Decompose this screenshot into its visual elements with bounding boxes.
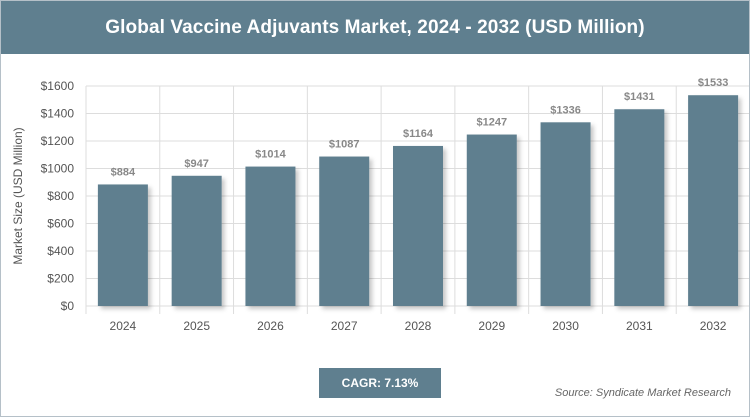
x-tick-label: 2027	[331, 319, 358, 333]
y-axis: $0 $200 $400 $600 $800 $1000 $1200 $1400 $1600	[41, 79, 75, 313]
bar-value-label: $1164	[403, 128, 434, 140]
cagr-badge: CAGR: 7.13%	[319, 368, 441, 398]
x-tick-label: 2026	[257, 319, 284, 333]
bar	[171, 175, 222, 306]
bar-value-label: $1533	[698, 77, 729, 89]
x-axis: 2024 2025 2026 2027 2028 2029 2030 2031 2032	[110, 319, 727, 333]
y-tick-label: $600	[47, 217, 74, 231]
value-labels: $884 $947 $1014 $1087 $1164 $1247 $1336 $1431 $1…	[111, 77, 729, 178]
bar-value-label: $1247	[476, 117, 507, 129]
x-tick-label: 2030	[552, 319, 579, 333]
y-tick-label: $200	[47, 272, 74, 286]
bar	[466, 134, 517, 306]
y-axis-title: Market Size (USD Million)	[11, 127, 25, 264]
y-tick-label: $1600	[41, 79, 75, 93]
x-tick-label: 2028	[405, 319, 432, 333]
bar	[540, 122, 591, 306]
bar	[245, 166, 296, 306]
y-tick-label: $0	[61, 299, 75, 313]
bar	[614, 109, 665, 306]
y-tick-label: $1400	[41, 107, 75, 121]
bar	[393, 145, 443, 306]
title-bar: Global Vaccine Adjuvants Market, 2024 - …	[1, 1, 749, 54]
bar	[688, 95, 739, 307]
x-tick-label: 2031	[626, 319, 653, 333]
bars	[97, 95, 739, 307]
bar-value-label: $1087	[329, 139, 360, 151]
chart-title: Global Vaccine Adjuvants Market, 2024 - …	[105, 16, 645, 38]
bar	[319, 156, 370, 306]
x-tick-label: 2024	[110, 319, 137, 333]
source-note: Source: Syndicate Market Research	[554, 387, 731, 399]
cagr-text: CAGR: 7.13%	[341, 376, 419, 390]
bar-value-label: $1014	[255, 149, 286, 161]
y-tick-label: $1200	[41, 134, 75, 148]
bar-value-label: $1431	[624, 91, 655, 103]
bar-value-label: $947	[184, 158, 208, 170]
bar-value-label: $884	[111, 166, 136, 178]
x-tick-label: 2029	[478, 319, 505, 333]
y-tick-label: $800	[47, 189, 74, 203]
bar	[97, 184, 148, 306]
x-tick-label: 2025	[183, 319, 210, 333]
y-tick-label: $400	[47, 244, 74, 258]
y-tick-label: $1000	[41, 162, 75, 176]
bar-value-label: $1336	[550, 104, 581, 116]
x-tick-label: 2032	[700, 319, 727, 333]
